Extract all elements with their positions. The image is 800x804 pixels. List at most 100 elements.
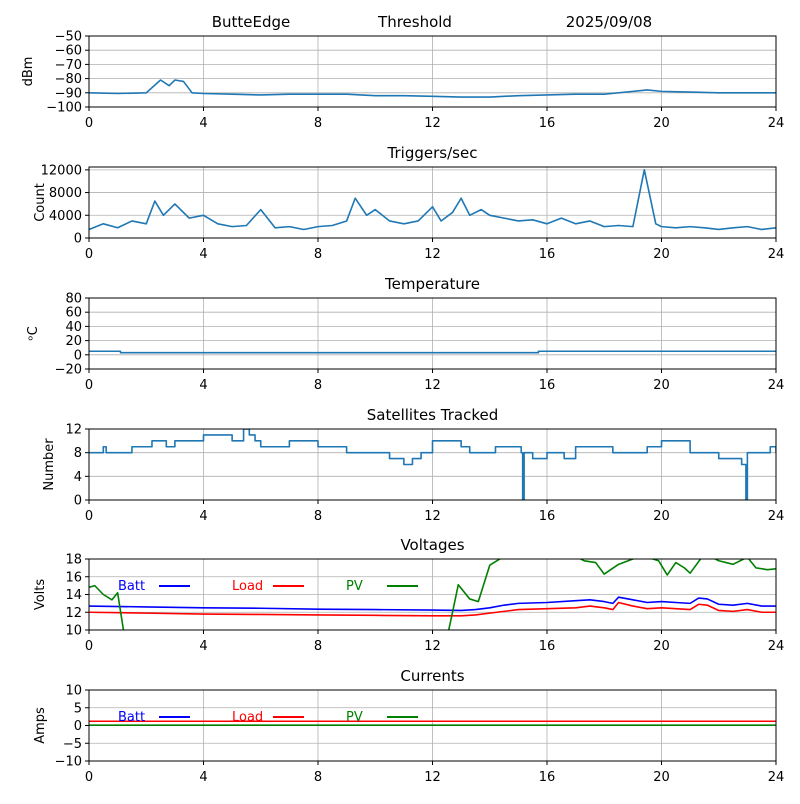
x-tick-label: 20 <box>653 247 670 262</box>
legend-label-load: Load <box>232 710 263 725</box>
x-tick-label: 12 <box>424 116 441 131</box>
legend-label-load: Load <box>232 579 263 594</box>
x-tick-label: 20 <box>653 639 670 654</box>
legend-label-pv: PV <box>346 579 363 594</box>
header-date: 2025/09/08 <box>566 13 652 31</box>
y-tick-label: 12 <box>65 423 82 438</box>
x-tick-label: 12 <box>424 247 441 262</box>
chart-title: Satellites Tracked <box>367 406 498 424</box>
y-tick-label: 5 <box>74 701 82 716</box>
x-tick-label: 4 <box>199 247 207 262</box>
y-tick-label: 60 <box>65 306 82 321</box>
x-tick-label: 0 <box>85 378 93 393</box>
x-tick-label: 8 <box>314 116 322 131</box>
x-tick-label: 24 <box>768 639 785 654</box>
x-tick-label: 24 <box>768 770 785 785</box>
x-tick-label: 0 <box>85 509 93 524</box>
y-tick-label: 10 <box>65 684 82 699</box>
x-tick-label: 12 <box>424 639 441 654</box>
chart-title: Voltages <box>400 536 464 554</box>
series-line-1 <box>89 429 776 500</box>
series-line-load <box>89 601 776 617</box>
y-tick-label: 0 <box>74 494 82 509</box>
x-tick-label: 24 <box>768 509 785 524</box>
x-tick-label: 8 <box>314 639 322 654</box>
x-tick-label: 20 <box>653 770 670 785</box>
x-tick-label: 4 <box>199 378 207 393</box>
y-tick-label: −90 <box>55 86 82 101</box>
x-tick-label: 4 <box>199 770 207 785</box>
y-tick-label: 80 <box>65 292 82 307</box>
legend-label-batt: Batt <box>118 710 145 725</box>
x-tick-label: 0 <box>85 247 93 262</box>
chart-panel-4: 0 4 8 12 16 20 24 0 4 8 12 Satellites Tracked Number <box>42 406 784 524</box>
x-tick-label: 16 <box>539 247 556 262</box>
series-line-1 <box>89 79 776 98</box>
y-tick-label: 16 <box>65 570 82 585</box>
y-tick-label: 12 <box>65 606 82 621</box>
x-tick-label: 24 <box>768 378 785 393</box>
y-axis-label: ᵒC <box>26 326 41 340</box>
y-tick-label: 12000 <box>41 163 82 178</box>
y-axis-label: Number <box>42 438 57 491</box>
legend-label-batt: Batt <box>118 579 145 594</box>
x-tick-label: 4 <box>199 639 207 654</box>
x-tick-label: 16 <box>539 639 556 654</box>
y-tick-label: 10 <box>65 624 82 639</box>
x-tick-label: 0 <box>85 639 93 654</box>
y-tick-label: −5 <box>63 737 82 752</box>
x-tick-label: 8 <box>314 247 322 262</box>
y-tick-label: −20 <box>55 363 82 378</box>
x-tick-label: 16 <box>539 378 556 393</box>
x-tick-label: 0 <box>85 116 93 131</box>
y-tick-label: 8 <box>74 446 82 461</box>
y-tick-label: 0 <box>74 348 82 363</box>
x-tick-label: 0 <box>85 770 93 785</box>
y-tick-label: 14 <box>65 588 82 603</box>
y-tick-label: −50 <box>55 30 82 45</box>
y-tick-label: 20 <box>65 334 82 349</box>
y-tick-label: 4 <box>74 470 82 485</box>
x-tick-label: 24 <box>768 247 785 262</box>
x-tick-label: 24 <box>768 116 785 131</box>
chart-panel-5: 0 4 8 12 16 20 24 10 12 14 16 18 Voltages Volts Batt Lo… <box>33 536 784 654</box>
y-tick-label: −100 <box>46 101 82 116</box>
x-tick-label: 16 <box>539 509 556 524</box>
y-tick-label: −10 <box>55 755 82 770</box>
chart-panel-2: 0 4 8 12 16 20 24 0 4000 8000 12000 Triggers/sec Cou… <box>33 144 784 262</box>
x-tick-label: 20 <box>653 116 670 131</box>
y-tick-label: 40 <box>65 320 82 335</box>
x-tick-label: 12 <box>424 770 441 785</box>
chart-panel-1: 0 4 8 12 16 20 24 −100−90−80−70−60−50 dBm <box>21 30 784 132</box>
y-tick-label: −60 <box>55 44 82 59</box>
x-tick-label: 16 <box>539 770 556 785</box>
header-mode: Threshold <box>377 13 452 31</box>
x-tick-label: 8 <box>314 770 322 785</box>
y-tick-label: −70 <box>55 58 82 73</box>
series-line-batt <box>89 596 776 612</box>
chart-panel-6: 0 4 8 12 16 20 24 −10 −5 0 5 10 Currents Amps Batt Load… <box>33 667 784 785</box>
y-tick-label: 4000 <box>49 209 82 224</box>
y-tick-label: 0 <box>74 232 82 247</box>
y-tick-label: −80 <box>55 72 82 87</box>
series-line-1 <box>89 169 776 231</box>
x-tick-label: 16 <box>539 116 556 131</box>
x-tick-label: 20 <box>653 378 670 393</box>
x-tick-label: 8 <box>314 378 322 393</box>
x-tick-label: 4 <box>199 509 207 524</box>
y-tick-label: 18 <box>65 553 82 568</box>
x-tick-label: 20 <box>653 509 670 524</box>
series-line-1 <box>89 350 776 354</box>
legend-label-pv: PV <box>346 710 363 725</box>
y-tick-label: 0 <box>74 719 82 734</box>
y-axis-label: Volts <box>33 579 48 611</box>
x-tick-label: 12 <box>424 509 441 524</box>
y-tick-label: 8000 <box>49 186 82 201</box>
x-tick-label: 12 <box>424 378 441 393</box>
y-axis-label: Count <box>33 183 48 222</box>
x-tick-label: 8 <box>314 509 322 524</box>
y-axis-label: dBm <box>21 57 36 87</box>
